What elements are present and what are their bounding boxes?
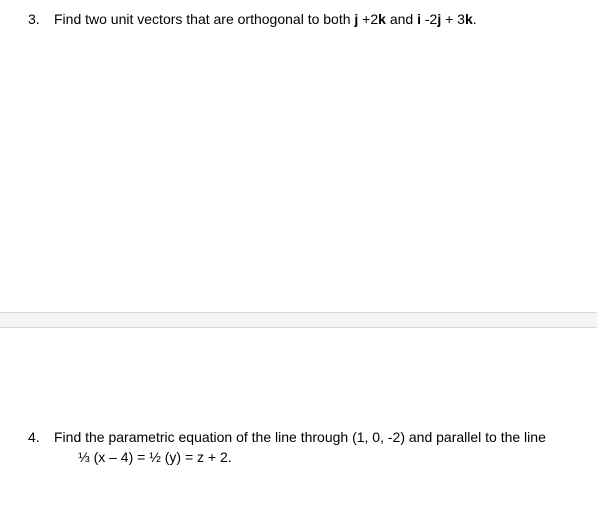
- q3-text-1: Find two unit vectors that are orthogona…: [54, 11, 354, 27]
- section-divider: [0, 312, 597, 328]
- question-3: 3. Find two unit vectors that are orthog…: [0, 0, 597, 40]
- question-4-number: 4.: [28, 428, 54, 467]
- q4-line-2: ⅓ (x – 4) = ½ (y) = z + 2.: [54, 448, 577, 468]
- question-4: 4. Find the parametric equation of the l…: [0, 418, 597, 477]
- q4-line-1: Find the parametric equation of the line…: [54, 428, 577, 448]
- q3-text-4: -2: [421, 11, 437, 27]
- q3-text-5: + 3: [441, 11, 465, 27]
- q3-text-3: and: [386, 11, 417, 27]
- q3-vec-k2: k: [465, 11, 473, 27]
- q3-text-6: .: [473, 11, 477, 27]
- q3-vec-k: k: [378, 11, 386, 27]
- question-3-number: 3.: [28, 10, 54, 30]
- question-3-body: Find two unit vectors that are orthogona…: [54, 10, 577, 30]
- question-4-body: Find the parametric equation of the line…: [54, 428, 577, 467]
- q3-text-2: +2: [358, 11, 378, 27]
